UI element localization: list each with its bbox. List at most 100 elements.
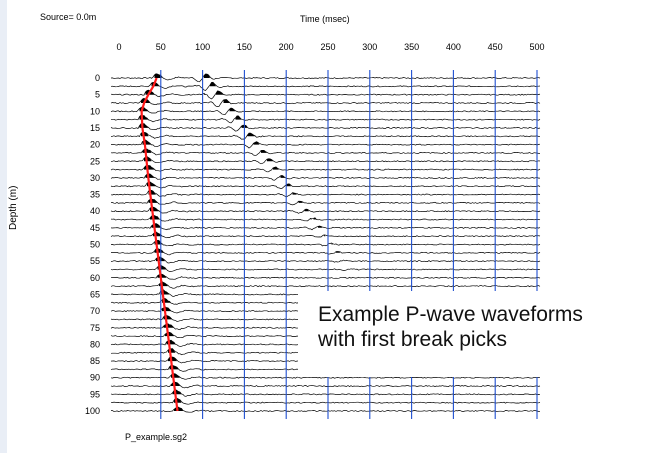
y-tick-label: 70 xyxy=(90,306,100,316)
waveform-trace xyxy=(110,273,541,280)
waveform-lobe xyxy=(292,192,297,195)
y-tick-label: 40 xyxy=(90,206,100,216)
x-tick-label: 100 xyxy=(195,42,210,52)
waveform-lobe xyxy=(336,251,341,253)
first-break-pick-line xyxy=(140,77,179,412)
x-tick-label: 400 xyxy=(446,42,461,52)
waveform-trace xyxy=(110,248,541,256)
annotation-box: Example P-wave waveforms with first brea… xyxy=(298,291,652,377)
y-axis-title: Depth (m) xyxy=(8,185,19,230)
waveform-lobe xyxy=(247,133,255,137)
y-tick-label: 10 xyxy=(90,106,100,116)
y-tick-label: 45 xyxy=(90,223,100,233)
waveform-lobe xyxy=(267,158,273,162)
y-tick-label: 55 xyxy=(90,256,100,266)
waveform-lobe xyxy=(151,223,161,228)
waveform-lobe xyxy=(229,108,236,112)
waveform-trace xyxy=(110,206,541,214)
y-tick-label: 0 xyxy=(95,73,100,83)
y-tick-label: 5 xyxy=(95,90,100,100)
waveform-trace xyxy=(110,131,541,140)
y-tick-label: 90 xyxy=(90,373,100,383)
y-tick-label: 20 xyxy=(90,140,100,150)
waveform-trace xyxy=(110,156,541,165)
waveform-trace xyxy=(110,114,541,124)
y-tick-label: 15 xyxy=(90,123,100,133)
x-tick-labels: 0 50 100 150 200 250 300 350 400 450 500 xyxy=(116,42,544,52)
y-tick-label: 35 xyxy=(90,190,100,200)
file-name-label: P_example.sg2 xyxy=(125,432,188,442)
waveform-lobe xyxy=(310,218,312,220)
waveform-trace xyxy=(110,406,541,413)
y-tick-label: 85 xyxy=(90,356,100,366)
y-tick-label: 75 xyxy=(90,323,100,333)
waveform-trace xyxy=(110,281,541,289)
waveform-lobe xyxy=(280,175,285,178)
x-tick-label: 300 xyxy=(362,42,377,52)
waveform-lobe xyxy=(154,73,162,78)
y-tick-label: 60 xyxy=(90,273,100,283)
waveform-lobe xyxy=(210,82,216,87)
y-tick-label: 95 xyxy=(90,389,100,399)
waveform-trace xyxy=(110,256,541,264)
y-tick-label: 30 xyxy=(90,173,100,183)
x-tick-label: 450 xyxy=(488,42,503,52)
y-tick-labels: 0 5 10 15 20 25 30 35 40 45 50 55 60 65 70 75 80 85 90 95 10… xyxy=(85,73,100,416)
waveform-trace xyxy=(110,148,541,156)
x-tick-label: 150 xyxy=(237,42,252,52)
waveform-lobe xyxy=(261,150,267,153)
waveform-lobe xyxy=(235,115,242,120)
waveform-trace xyxy=(110,97,541,107)
x-tick-label: 0 xyxy=(116,42,121,52)
waveform-trace xyxy=(110,223,541,231)
waveform-trace xyxy=(110,73,541,83)
x-axis-title: Time (msec) xyxy=(300,14,350,24)
waveform-lobe xyxy=(313,217,317,220)
waveform-trace xyxy=(110,189,541,198)
waveform-trace xyxy=(110,373,541,380)
waveform-trace xyxy=(110,164,541,173)
waveform-lobe xyxy=(331,243,333,245)
waveform-lobe xyxy=(139,123,149,128)
waveform-lobe xyxy=(273,166,279,170)
x-tick-label: 250 xyxy=(320,42,335,52)
pick-line xyxy=(140,77,179,412)
waveform-trace xyxy=(110,380,541,389)
x-tick-label: 500 xyxy=(529,42,544,52)
waveform-lobe xyxy=(204,93,206,95)
waveform-lobe xyxy=(318,226,323,228)
waveform-trace xyxy=(110,264,541,272)
waveform-trace xyxy=(110,231,541,239)
annotation-line-2: with first break picks xyxy=(318,328,508,351)
waveform-trace xyxy=(111,198,541,206)
waveform-trace xyxy=(110,239,541,247)
waveform-traces xyxy=(110,73,541,413)
waveform-lobe xyxy=(216,90,224,95)
y-tick-label: 50 xyxy=(90,240,100,250)
waveform-trace xyxy=(110,81,541,91)
annotation-line-1: Example P-wave waveforms xyxy=(318,303,583,326)
waveform-trace xyxy=(110,214,541,222)
y-tick-label: 80 xyxy=(90,339,100,349)
left-margin-strip xyxy=(0,0,7,453)
x-tick-label: 50 xyxy=(156,42,166,52)
waveform-trace xyxy=(110,173,540,181)
waveform-trace xyxy=(110,123,541,132)
waveform-lobe xyxy=(324,234,326,237)
waveform-trace xyxy=(110,389,541,397)
waveform-trace xyxy=(110,106,541,115)
y-tick-label: 100 xyxy=(85,406,100,416)
y-tick-label: 25 xyxy=(90,156,100,166)
waveform-lobe xyxy=(298,201,303,203)
waveform-trace xyxy=(110,397,541,405)
waveform-lobe xyxy=(253,141,260,145)
waveform-trace xyxy=(110,89,541,100)
waveform-lobe xyxy=(223,99,230,103)
waveform-lobe xyxy=(286,183,291,187)
waveform-trace xyxy=(110,181,541,189)
x-tick-label: 350 xyxy=(404,42,419,52)
waveform-trace xyxy=(111,139,541,149)
waveform-lobe xyxy=(204,74,210,78)
source-label: Source= 0.0m xyxy=(40,12,97,22)
